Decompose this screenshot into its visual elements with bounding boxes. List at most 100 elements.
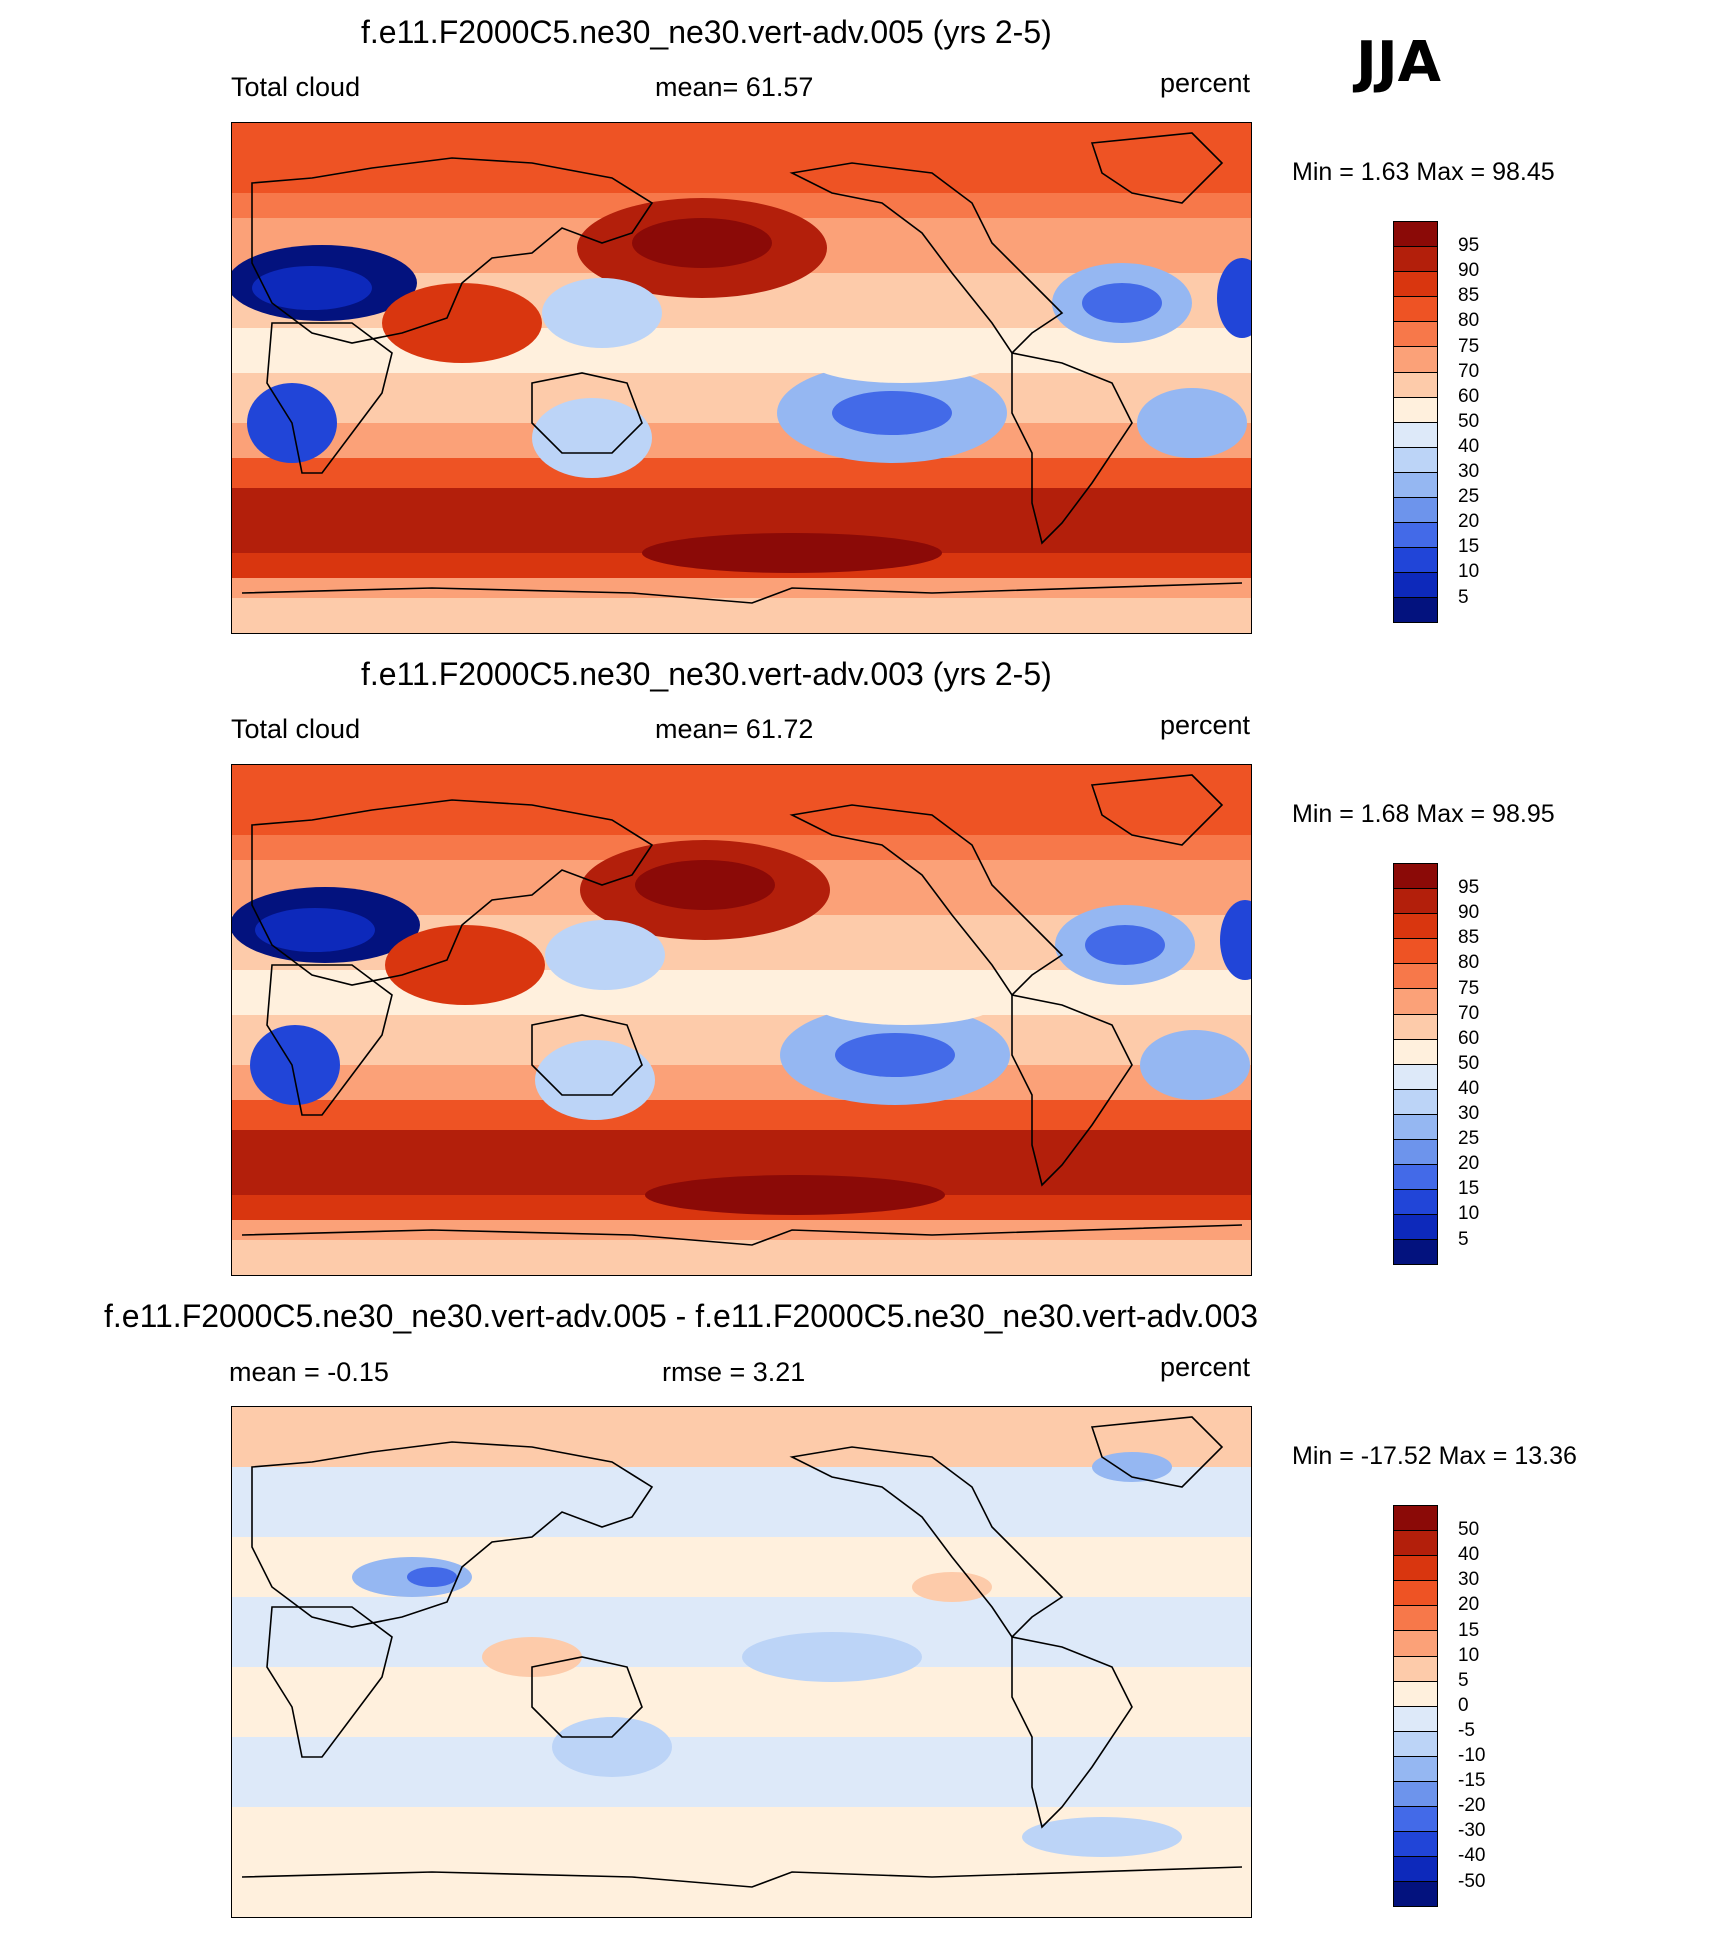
coastline	[531, 372, 643, 454]
contour-band	[232, 423, 1251, 458]
map-field	[232, 765, 1251, 1275]
season-label: JJA	[1356, 30, 1442, 95]
coastline	[1090, 1416, 1224, 1488]
contour-region	[250, 1025, 340, 1105]
contour-region	[1217, 258, 1251, 338]
contour-band	[232, 123, 1251, 193]
coastline	[789, 804, 1064, 997]
colorbar-swatch	[1393, 1239, 1438, 1265]
colorbar-swatch	[1393, 988, 1438, 1014]
contour-band	[232, 373, 1251, 423]
colorbar-tick-label: 80	[1458, 952, 1480, 974]
colorbar-tick-label: 95	[1458, 877, 1480, 899]
coastline	[266, 964, 393, 1116]
colorbar-tick-label: 50	[1458, 1052, 1480, 1074]
coastline	[531, 1014, 643, 1096]
colorbar-tick-label: 25	[1458, 486, 1480, 508]
colorbar-swatch	[1393, 221, 1438, 247]
colorbar-swatch	[1393, 1139, 1438, 1165]
colorbar-tick-label: -10	[1458, 1745, 1486, 1766]
colorbar-tick-label: 10	[1458, 561, 1480, 583]
contour-region	[385, 925, 545, 1005]
panel-3-map	[231, 1406, 1252, 1918]
panel-2-title: f.e11.F2000C5.ne30_ne30.vert-adv.003 (yr…	[361, 656, 1052, 692]
colorbar-tick-label: 40	[1458, 1077, 1480, 1099]
contour-region	[482, 1637, 582, 1677]
colorbar-tick-label: 0	[1458, 1694, 1469, 1716]
contour-band	[232, 1015, 1251, 1065]
contour-region	[252, 266, 372, 310]
contour-region	[642, 533, 942, 573]
colorbar-tick-label: -40	[1458, 1845, 1486, 1867]
contour-region	[532, 398, 652, 478]
colorbar-swatch	[1393, 1881, 1438, 1907]
coastline	[1011, 1636, 1133, 1829]
colorbar-tick-label: 40	[1458, 1544, 1480, 1566]
coastline	[241, 582, 1243, 604]
panel-2-map	[231, 764, 1252, 1276]
coastline	[266, 1606, 393, 1758]
colorbar-tick-label: 5	[1458, 1228, 1469, 1250]
colorbar-swatch	[1393, 1680, 1438, 1706]
colorbar-tick-label: 30	[1458, 1103, 1480, 1124]
panel-3-units-label: percent	[1160, 1352, 1251, 1382]
colorbar-tick-label: 70	[1458, 360, 1480, 382]
colorbar-tick-label: 10	[1458, 1203, 1480, 1225]
colorbar-tick-label: 60	[1458, 1027, 1480, 1049]
panel-1-units-label: percent	[1160, 68, 1251, 98]
colorbar-tick-label: 25	[1458, 1128, 1480, 1150]
colorbar-swatch	[1393, 913, 1438, 939]
colorbar-swatch	[1393, 1088, 1438, 1114]
colorbar-swatch	[1393, 1038, 1438, 1064]
colorbar-swatch	[1393, 1063, 1438, 1089]
colorbar-tick-label: 75	[1458, 977, 1480, 999]
colorbar-swatch	[1393, 1605, 1438, 1631]
panel-2-colorbar	[1393, 863, 1438, 1265]
panel-3-colorbar	[1393, 1505, 1438, 1907]
coastline	[241, 1224, 1243, 1246]
colorbar-tick-label: 15	[1458, 536, 1480, 558]
colorbar-tick-label: 90	[1458, 260, 1480, 282]
colorbar-tick-label: 20	[1458, 1594, 1480, 1616]
colorbar-tick-label: 10	[1458, 1644, 1480, 1666]
colorbar-swatch	[1393, 1755, 1438, 1782]
colorbar-swatch	[1393, 1655, 1438, 1681]
contour-region	[645, 1175, 945, 1215]
colorbar-swatch	[1393, 1630, 1438, 1656]
colorbar-tick-label: 30	[1458, 461, 1480, 482]
colorbar-tick-label: 60	[1458, 385, 1480, 407]
colorbar-tick-label: -20	[1458, 1795, 1486, 1817]
panel-1-variable-label: Total cloud	[231, 72, 361, 102]
coastline	[266, 322, 393, 474]
coastline	[1090, 774, 1224, 846]
coastline	[251, 157, 654, 344]
colorbar-swatch	[1393, 1856, 1438, 1882]
colorbar-tick-label: 20	[1458, 1153, 1480, 1175]
colorbar-swatch	[1393, 1013, 1438, 1039]
contour-band	[232, 1467, 1251, 1537]
colorbar-swatch	[1393, 522, 1438, 548]
colorbar-tick-label: -30	[1458, 1820, 1486, 1842]
colorbar-swatch	[1393, 246, 1438, 272]
colorbar-swatch	[1393, 1505, 1438, 1531]
colorbar-swatch	[1393, 1705, 1438, 1731]
contour-region	[1220, 900, 1251, 980]
colorbar-tick-label: 85	[1458, 927, 1480, 949]
colorbar-swatch	[1393, 497, 1438, 523]
panel-3-minmax: Min = -17.52 Max = 13.36	[1292, 1442, 1577, 1470]
coastline	[531, 1656, 643, 1738]
contour-region	[1092, 1452, 1172, 1482]
colorbar-swatch	[1393, 371, 1438, 397]
colorbar-tick-label: -15	[1458, 1770, 1486, 1792]
contour-band	[232, 598, 1251, 633]
contour-region	[1085, 925, 1165, 965]
panel-1-title: f.e11.F2000C5.ne30_ne30.vert-adv.005 (yr…	[361, 14, 1052, 50]
contour-region	[545, 920, 665, 990]
colorbar-swatch	[1393, 1530, 1438, 1556]
colorbar-tick-label: 85	[1458, 285, 1480, 307]
contour-region	[1140, 1030, 1250, 1100]
colorbar-tick-label: 15	[1458, 1178, 1480, 1200]
contour-band	[232, 765, 1251, 835]
contour-region	[812, 343, 992, 383]
colorbar-tick-label: -5	[1458, 1719, 1475, 1741]
